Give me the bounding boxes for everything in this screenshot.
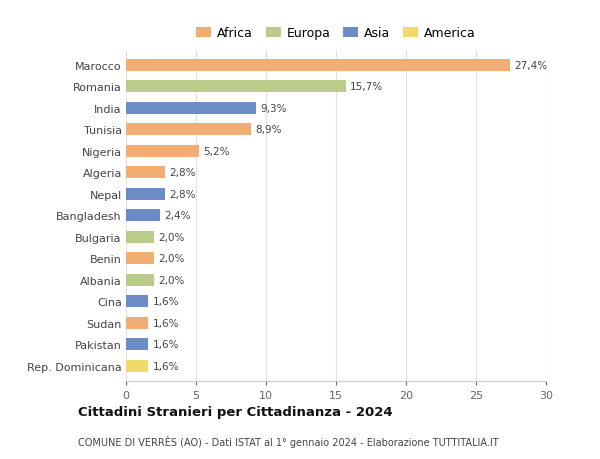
Text: 2,8%: 2,8% — [169, 189, 196, 199]
Text: 2,0%: 2,0% — [158, 275, 185, 285]
Text: 8,9%: 8,9% — [255, 125, 281, 135]
Bar — [126, 296, 148, 308]
Text: COMUNE DI VERRÈS (AO) - Dati ISTAT al 1° gennaio 2024 - Elaborazione TUTTITALIA.: COMUNE DI VERRÈS (AO) - Dati ISTAT al 1°… — [78, 435, 499, 447]
Bar — [126, 167, 165, 179]
Text: 2,4%: 2,4% — [164, 211, 190, 221]
Text: 1,6%: 1,6% — [152, 361, 179, 371]
Legend: Africa, Europa, Asia, America: Africa, Europa, Asia, America — [196, 27, 476, 40]
Bar — [126, 81, 346, 93]
Bar — [126, 274, 154, 286]
Text: 27,4%: 27,4% — [514, 61, 547, 71]
Text: Cittadini Stranieri per Cittadinanza - 2024: Cittadini Stranieri per Cittadinanza - 2… — [78, 405, 392, 419]
Text: 9,3%: 9,3% — [260, 103, 287, 113]
Text: 2,8%: 2,8% — [169, 168, 196, 178]
Bar — [126, 188, 165, 200]
Text: 2,0%: 2,0% — [158, 232, 185, 242]
Bar — [126, 317, 148, 329]
Text: 1,6%: 1,6% — [152, 297, 179, 307]
Text: 15,7%: 15,7% — [350, 82, 383, 92]
Bar — [126, 360, 148, 372]
Text: 1,6%: 1,6% — [152, 340, 179, 349]
Text: 1,6%: 1,6% — [152, 318, 179, 328]
Bar — [126, 60, 509, 72]
Bar — [126, 253, 154, 264]
Bar — [126, 124, 251, 136]
Bar — [126, 146, 199, 157]
Text: 2,0%: 2,0% — [158, 254, 185, 263]
Text: 5,2%: 5,2% — [203, 146, 229, 157]
Bar — [126, 210, 160, 222]
Bar — [126, 102, 256, 114]
Bar — [126, 231, 154, 243]
Bar — [126, 339, 148, 350]
